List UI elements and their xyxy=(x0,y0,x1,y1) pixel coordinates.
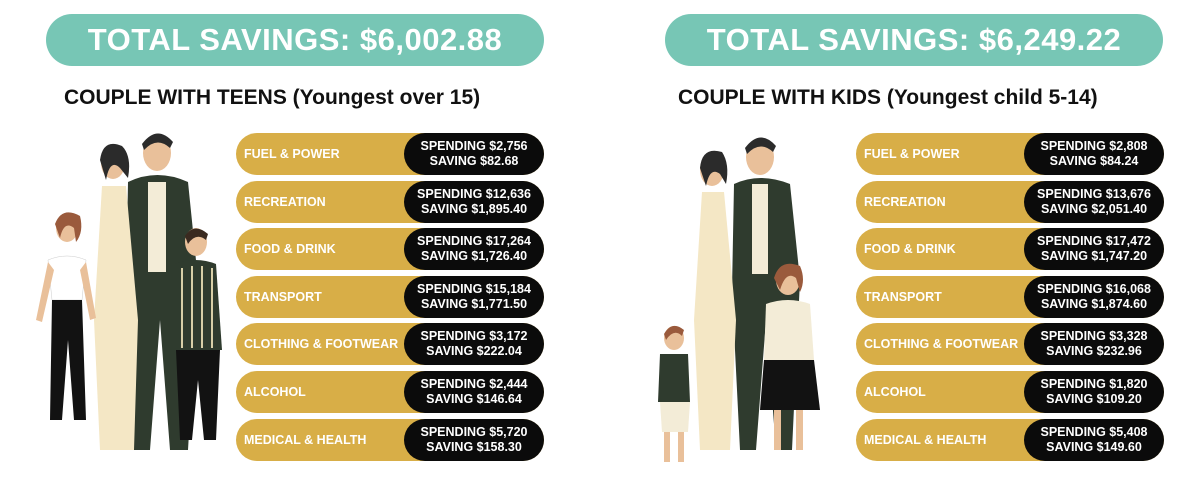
saving-value: SAVING $222.04 xyxy=(426,344,522,359)
teen-girl-figure xyxy=(36,212,96,420)
row-medical-health: MEDICAL & HEALTH SPENDING $5,720 SAVING … xyxy=(236,418,544,461)
amount-pill: SPENDING $15,184 SAVING $1,771.50 xyxy=(404,275,544,318)
category-label: CLOTHING & FOOTWEAR xyxy=(864,337,1019,352)
amount-pill: SPENDING $17,264 SAVING $1,726.40 xyxy=(404,228,544,271)
row-fuel-power: FUEL & POWER SPENDING $2,808 SAVING $84.… xyxy=(856,133,1164,175)
household-title: COUPLE WITH TEENS (Youngest over 15) xyxy=(64,86,481,109)
family-with-kids-illustration xyxy=(658,137,820,462)
row-alcohol: ALCOHOL SPENDING $2,444 SAVING $146.64 xyxy=(236,370,544,413)
row-fuel-power: FUEL & POWER SPENDING $2,756 SAVING $82.… xyxy=(236,133,544,175)
row-food-drink: FOOD & DRINK SPENDING $17,472 SAVING $1,… xyxy=(856,228,1164,271)
saving-value: SAVING $1,874.60 xyxy=(1040,296,1148,311)
category-label: FOOD & DRINK xyxy=(244,242,336,257)
teen-boy-figure xyxy=(174,228,222,440)
amount-pill: SPENDING $13,676 SAVING $2,051.40 xyxy=(1024,180,1164,223)
category-label: FUEL & POWER xyxy=(244,147,340,161)
spending-value: SPENDING $12,636 xyxy=(417,186,531,201)
spending-value: SPENDING $2,444 xyxy=(420,376,528,391)
amount-pill: SPENDING $1,820 SAVING $109.20 xyxy=(1024,370,1164,413)
amount-pill: SPENDING $2,444 SAVING $146.64 xyxy=(404,370,544,413)
saving-value: SAVING $1,747.20 xyxy=(1040,249,1148,264)
category-label: TRANSPORT xyxy=(864,289,942,304)
amount-pill: SPENDING $16,068 SAVING $1,874.60 xyxy=(1024,275,1164,318)
spending-value: SPENDING $3,172 xyxy=(420,329,528,344)
category-label: TRANSPORT xyxy=(244,289,322,304)
category-label: RECREATION xyxy=(864,194,946,209)
amount-pill: SPENDING $2,756 SAVING $82.68 xyxy=(404,133,544,175)
amount-pill: SPENDING $5,720 SAVING $158.30 xyxy=(404,418,544,461)
category-label: RECREATION xyxy=(244,194,326,209)
spending-value: SPENDING $5,408 xyxy=(1040,424,1148,439)
spending-value: SPENDING $1,820 xyxy=(1040,376,1148,391)
amount-pill: SPENDING $3,328 SAVING $232.96 xyxy=(1024,323,1164,366)
row-recreation: RECREATION SPENDING $13,676 SAVING $2,05… xyxy=(856,180,1164,223)
saving-value: SAVING $84.24 xyxy=(1049,154,1139,168)
saving-value: SAVING $146.64 xyxy=(426,391,522,406)
small-child-figure xyxy=(658,325,690,462)
category-label: MEDICAL & HEALTH xyxy=(864,432,987,447)
girl-figure xyxy=(760,263,820,450)
category-label: ALCOHOL xyxy=(244,384,306,399)
spending-value: SPENDING $2,808 xyxy=(1040,139,1148,153)
spending-value: SPENDING $16,068 xyxy=(1037,281,1151,296)
category-label: MEDICAL & HEALTH xyxy=(244,432,367,447)
category-label: CLOTHING & FOOTWEAR xyxy=(244,337,399,352)
row-clothing-footwear: CLOTHING & FOOTWEAR SPENDING $3,172 SAVI… xyxy=(236,323,544,366)
saving-value: SAVING $82.68 xyxy=(429,154,519,168)
total-savings-banner: TOTAL SAVINGS: $6,249.22 xyxy=(665,14,1163,66)
couple-with-kids-panel: TOTAL SAVINGS: $6,249.22 COUPLE WITH KID… xyxy=(620,0,1180,479)
category-label: FUEL & POWER xyxy=(864,147,960,161)
spending-value: SPENDING $5,720 xyxy=(420,424,528,439)
spending-value: SPENDING $17,264 xyxy=(417,234,531,249)
amount-pill: SPENDING $5,408 SAVING $149.60 xyxy=(1024,418,1164,461)
saving-value: SAVING $1,726.40 xyxy=(420,249,528,264)
amount-pill: SPENDING $12,636 SAVING $1,895.40 xyxy=(404,180,544,223)
row-transport: TRANSPORT SPENDING $15,184 SAVING $1,771… xyxy=(236,275,544,318)
saving-value: SAVING $149.60 xyxy=(1046,439,1142,454)
couple-with-teens-panel: TOTAL SAVINGS: $6,002.88 COUPLE WITH TEE… xyxy=(0,0,560,479)
category-label: ALCOHOL xyxy=(864,384,926,399)
saving-value: SAVING $232.96 xyxy=(1046,344,1142,359)
category-list: FUEL & POWER SPENDING $2,808 SAVING $84.… xyxy=(856,133,1164,466)
saving-value: SAVING $2,051.40 xyxy=(1040,201,1148,216)
category-label: FOOD & DRINK xyxy=(864,242,956,257)
amount-pill: SPENDING $17,472 SAVING $1,747.20 xyxy=(1024,228,1164,271)
amount-pill: SPENDING $2,808 SAVING $84.24 xyxy=(1024,133,1164,175)
saving-value: SAVING $1,895.40 xyxy=(420,201,528,216)
spending-value: SPENDING $3,328 xyxy=(1040,329,1148,344)
spending-value: SPENDING $15,184 xyxy=(417,281,531,296)
spending-value: SPENDING $2,756 xyxy=(420,139,528,153)
row-transport: TRANSPORT SPENDING $16,068 SAVING $1,874… xyxy=(856,275,1164,318)
mother-figure xyxy=(94,143,138,450)
spending-value: SPENDING $13,676 xyxy=(1037,186,1151,201)
row-recreation: RECREATION SPENDING $12,636 SAVING $1,89… xyxy=(236,180,544,223)
household-title: COUPLE WITH KIDS (Youngest child 5-14) xyxy=(678,86,1098,109)
amount-pill: SPENDING $3,172 SAVING $222.04 xyxy=(404,323,544,366)
row-alcohol: ALCOHOL SPENDING $1,820 SAVING $109.20 xyxy=(856,370,1164,413)
saving-value: SAVING $109.20 xyxy=(1046,391,1142,406)
row-medical-health: MEDICAL & HEALTH SPENDING $5,408 SAVING … xyxy=(856,418,1164,461)
row-clothing-footwear: CLOTHING & FOOTWEAR SPENDING $3,328 SAVI… xyxy=(856,323,1164,366)
saving-value: SAVING $158.30 xyxy=(426,439,522,454)
total-savings-banner: TOTAL SAVINGS: $6,002.88 xyxy=(46,14,544,66)
category-list: FUEL & POWER SPENDING $2,756 SAVING $82.… xyxy=(236,133,544,466)
row-food-drink: FOOD & DRINK SPENDING $17,264 SAVING $1,… xyxy=(236,228,544,271)
saving-value: SAVING $1,771.50 xyxy=(420,296,528,311)
family-with-teens-illustration xyxy=(36,133,222,450)
spending-value: SPENDING $17,472 xyxy=(1037,234,1151,249)
mother-figure xyxy=(694,150,736,450)
